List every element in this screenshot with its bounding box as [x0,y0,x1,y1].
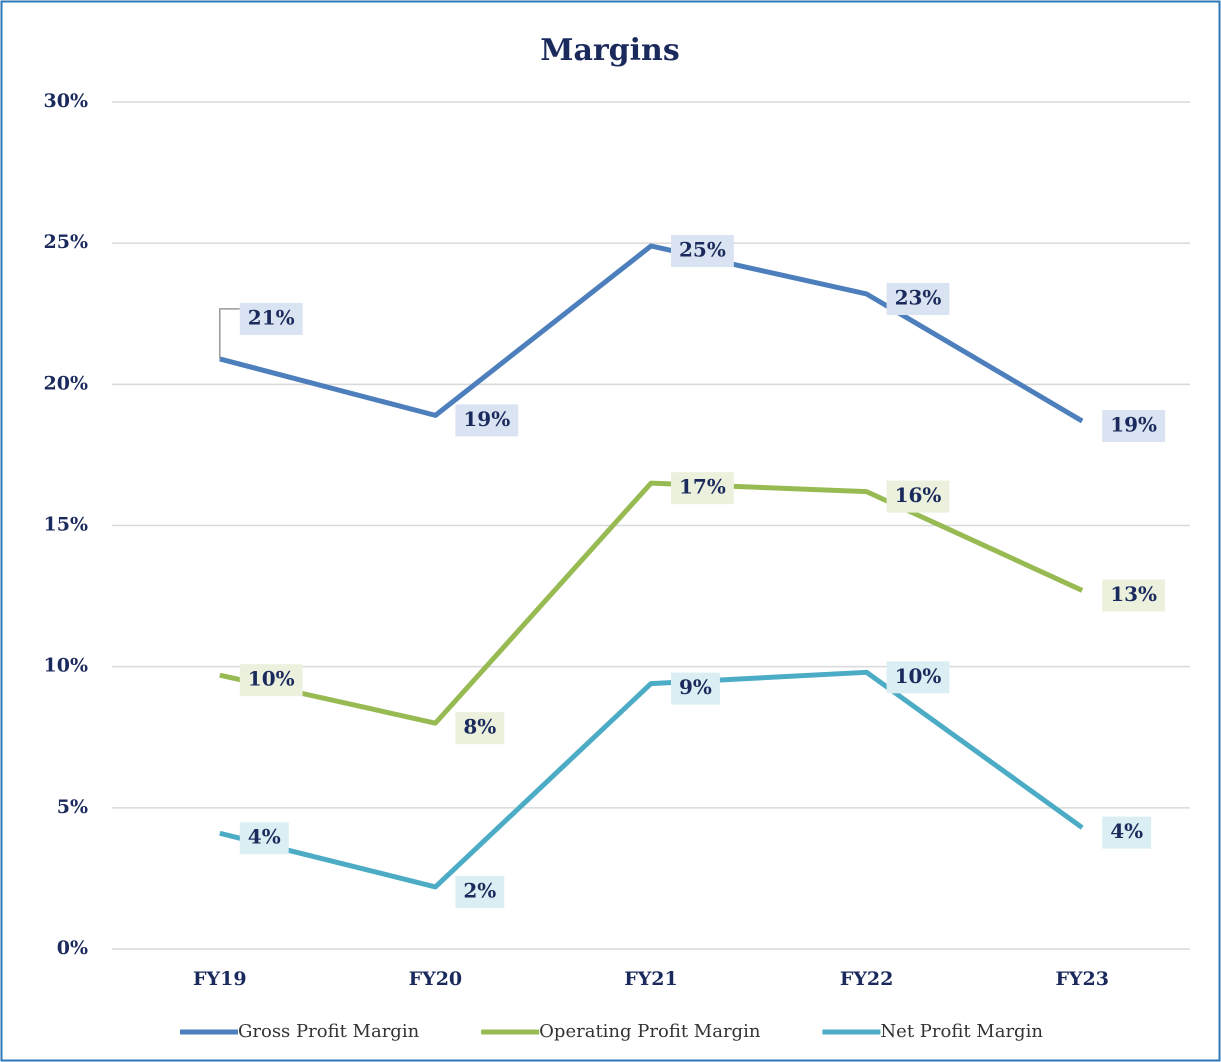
data-label: 10% [895,664,942,688]
y-tick-label: 25% [44,231,89,253]
data-label: 25% [679,237,726,261]
x-tick-label: FY22 [840,968,894,990]
x-tick-label: FY20 [409,968,463,990]
y-tick-label: 20% [44,372,89,394]
data-label-box [1102,410,1166,443]
data-label: 9% [679,675,712,699]
data-label: 23% [895,285,942,309]
data-label-box [239,664,303,697]
data-label-box [671,672,720,705]
y-tick-label: 30% [44,90,89,112]
x-tick-label: FY21 [624,968,678,990]
y-tick-label: 10% [44,655,89,677]
data-label: 10% [248,667,295,691]
data-label: 19% [463,407,510,431]
data-label-box [455,404,519,437]
data-label-box [455,875,505,908]
data-label: 19% [1110,413,1157,437]
data-label-box [671,472,734,505]
y-tick-label: 5% [57,796,88,818]
data-label-box [886,282,950,315]
data-label-box [886,480,950,513]
data-label-box [239,822,289,855]
data-label: 2% [463,878,496,902]
data-label-box [886,661,950,694]
data-label-box [1102,579,1166,612]
legend-label: Net Profit Margin [880,1021,1043,1042]
data-label: 17% [679,475,726,499]
chart-title: Margins [540,33,680,68]
data-label: 8% [463,715,496,739]
data-label-box [239,302,303,335]
legend-label: Gross Profit Margin [238,1021,420,1042]
data-label: 4% [248,825,281,849]
data-label: 21% [248,305,295,329]
leader-line [219,308,240,359]
data-label-box [455,712,505,745]
y-tick-label: 0% [57,937,88,959]
legend-label: Operating Profit Margin [539,1021,761,1042]
data-label: 16% [895,483,942,507]
x-tick-label: FY23 [1055,968,1109,990]
data-label: 13% [1110,582,1157,606]
series-line [219,480,1084,726]
data-label-box [1102,816,1152,849]
series-line [219,243,1084,424]
data-label-box [671,234,734,267]
series-line [219,669,1084,890]
y-tick-label: 15% [44,514,89,536]
data-label: 4% [1110,819,1143,843]
x-tick-label: FY19 [193,968,247,990]
